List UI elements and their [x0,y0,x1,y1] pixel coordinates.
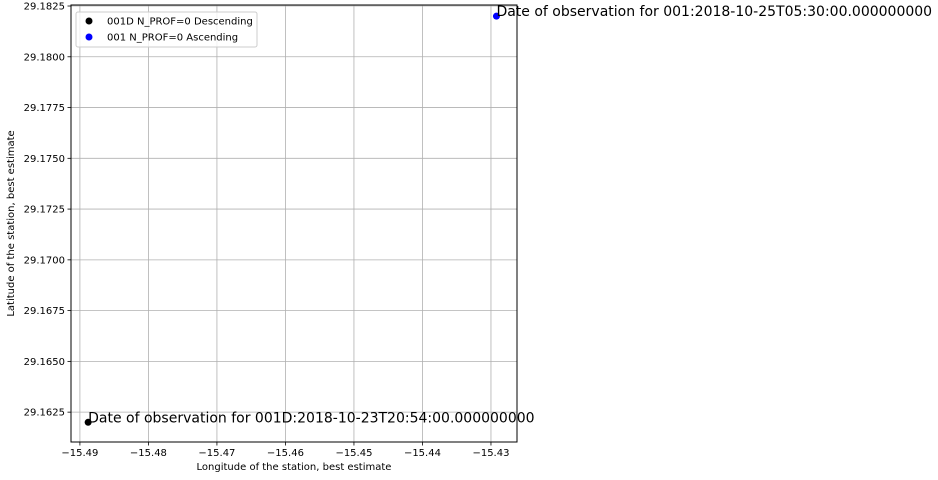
y-tick-label: 29.1800 [24,52,65,63]
x-tick-label: −15.48 [130,448,167,459]
data-point [492,12,500,20]
y-tick-label: 29.1775 [24,103,65,114]
y-tick-label: 29.1650 [24,357,65,368]
data-point [84,418,92,426]
x-tick-label: −15.43 [472,448,509,459]
legend-label-descending: 001D N_PROF=0 Descending [107,17,253,28]
x-tick-label: −15.47 [198,448,235,459]
x-tick-label: −15.44 [404,448,441,459]
legend: 001D N_PROF=0 Descending 001 N_PROF=0 As… [75,11,258,48]
legend-marker-ascending [85,33,93,41]
y-tick-label: 29.1700 [24,255,65,266]
legend-marker-descending [85,17,93,25]
x-tick-label: −15.49 [61,448,98,459]
axis-ticks: −15.49 −15.48 −15.47 −15.46 −15.45 −15.44 −15.… [24,2,510,459]
y-tick-label: 29.1825 [24,2,65,13]
annotations: Date of observation for 001D:2018-10-23T… [88,4,932,426]
y-tick-label: 29.1725 [24,205,65,216]
point-annotation: Date of observation for 001:2018-10-25T0… [496,4,932,20]
data-points [84,12,500,426]
x-axis-label: Longitude of the station, best estimate [197,462,392,473]
plot-area [70,4,518,443]
legend-label-ascending: 001 N_PROF=0 Ascending [107,33,238,44]
y-tick-label: 29.1675 [24,306,65,317]
legend-box [75,11,258,48]
y-axis-label: Latitude of the station, best estimate [6,130,17,316]
y-tick-label: 29.1750 [24,154,65,165]
x-tick-label: −15.46 [267,448,304,459]
y-tick-label: 29.1625 [24,408,65,419]
grid [71,5,517,442]
point-annotation: Date of observation for 001D:2018-10-23T… [88,410,534,426]
x-tick-label: −15.45 [335,448,372,459]
